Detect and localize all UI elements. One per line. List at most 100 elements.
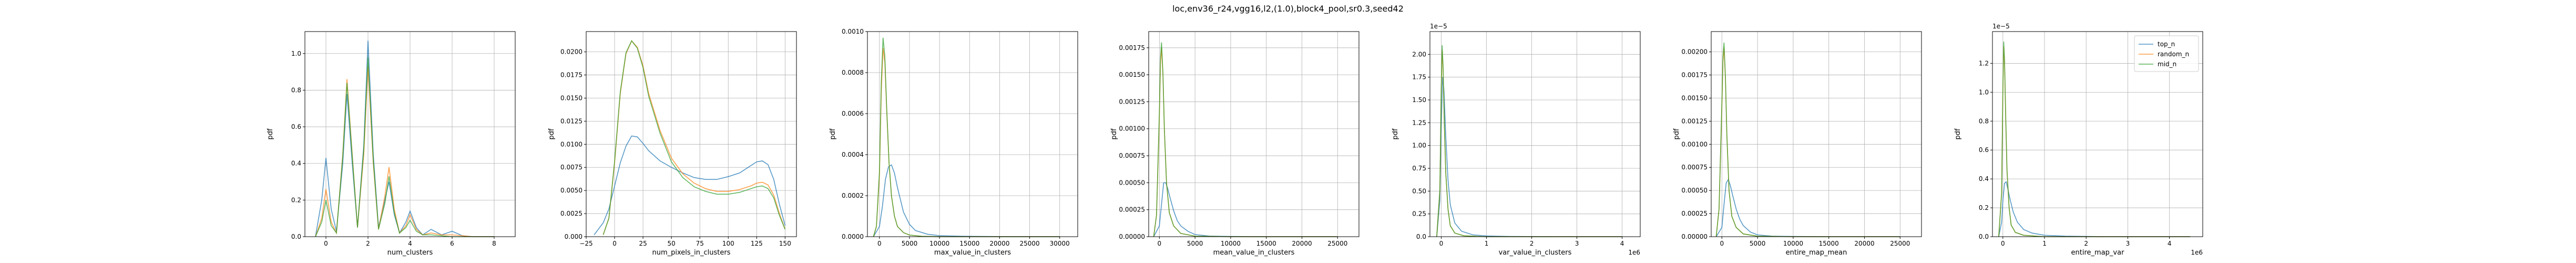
y-tick-label: 0.50 — [1412, 187, 1426, 195]
x-tick-label: 5000 — [1187, 240, 1203, 247]
y-tick-label: 1.50 — [1412, 96, 1426, 104]
y-tick-label: 0.0000 — [842, 233, 864, 240]
y-tick-label: 0.0 — [291, 233, 301, 240]
x-tick-label: 1 — [1485, 240, 1489, 247]
y-tick-label: 0.00025 — [1119, 206, 1145, 214]
x-tick-label: 0 — [612, 240, 617, 247]
x-tick-label: 30000 — [1050, 240, 1070, 247]
y-tick-label: 0.0008 — [842, 69, 864, 76]
y-offset-label: 1e−5 — [1430, 23, 1447, 30]
x-tick-label: 3 — [1575, 240, 1579, 247]
x-axis-label: entire_map_mean — [1786, 249, 1847, 257]
y-tick-label: 1.25 — [1412, 119, 1426, 126]
y-tick-label: 1.2 — [1979, 59, 1989, 67]
x-tick-label: 15000 — [1819, 240, 1839, 247]
subplot-2: −25 0 25 50 75 100 125 150 0.000 0.0025 0.0050 0.00… — [548, 31, 797, 257]
y-tick-label: 0.00150 — [1119, 71, 1145, 78]
x-axis-label: num_clusters — [387, 249, 433, 257]
y-tick-label: 1.00 — [1412, 142, 1426, 149]
y-offset-label: 1e−5 — [1992, 23, 2010, 30]
y-axis-label: pdf — [829, 128, 837, 140]
y-tick-label: 0.0150 — [560, 94, 582, 102]
x-tick-label: 20000 — [1292, 240, 1312, 247]
axes-frame — [1429, 31, 1641, 237]
x-axis-label: mean_value_in_clusters — [1213, 249, 1295, 257]
x-tick-label: 5000 — [1750, 240, 1766, 247]
y-tick-label: 0.00050 — [1681, 187, 1708, 194]
y-tick-label: 0.00075 — [1681, 164, 1708, 171]
y-axis-label: pdf — [267, 128, 274, 140]
y-tick-label: 0.00000 — [1119, 233, 1145, 240]
subplot-5: 0 1 2 3 4 0.0 0.25 0.50 0.75 1.00 1.25 1.50 1.75 2.00… — [1392, 23, 1641, 257]
x-offset-label: 1e6 — [2191, 249, 2203, 256]
legend-box — [2134, 35, 2199, 72]
series-line-mid-n — [1153, 42, 1338, 237]
y-tick-label: 0.0125 — [560, 117, 582, 125]
series-line-random-n — [1153, 47, 1338, 237]
axes-frame — [1711, 31, 1922, 237]
x-tick-label: 15000 — [1256, 240, 1276, 247]
y-tick-label: 0.000 — [565, 233, 582, 240]
y-tick-label: 0.8 — [1979, 117, 1989, 125]
x-tick-label: 25000 — [1019, 240, 1039, 247]
x-tick-label: 1 — [2042, 240, 2047, 247]
x-tick-label: 2 — [1530, 240, 1534, 247]
x-tick-label: 4 — [408, 240, 412, 247]
series-line-top-n — [594, 135, 786, 235]
series-line-random-n — [1436, 49, 1622, 237]
x-tick-label: 25 — [639, 240, 647, 247]
x-tick-label: 4 — [2168, 240, 2172, 247]
x-tick-label: 8 — [492, 240, 496, 247]
x-tick-label: 20000 — [1854, 240, 1874, 247]
y-axis-label: pdf — [1954, 128, 1962, 140]
subplot-4: 0 5000 10000 15000 20000 25000 0.00000 0.00025 0… — [1110, 31, 1359, 257]
y-tick-label: 0.0010 — [842, 28, 864, 35]
x-tick-label: 25000 — [1890, 240, 1910, 247]
y-tick-label: 0.0004 — [842, 151, 864, 158]
x-tick-label: 0 — [2001, 240, 2005, 247]
legend-label: top_n — [2158, 41, 2175, 48]
y-tick-label: 0.00100 — [1119, 125, 1145, 133]
y-tick-label: 0.2 — [291, 196, 301, 204]
axes-frame — [586, 31, 797, 237]
subplot-1: 0 2 4 6 8 0.0 0.2 0.4 0.6 0.8 1.0 num_clusters pdf — [267, 31, 516, 257]
x-tick-label: −25 — [579, 240, 592, 247]
x-axis-label: num_pixels_in_clusters — [652, 249, 730, 257]
x-tick-label: 10000 — [1221, 240, 1241, 247]
y-tick-label: 0.4 — [291, 160, 301, 167]
series-line-mid-n — [1715, 43, 1900, 237]
series-line-random-n — [873, 48, 1060, 237]
x-tick-label: 2 — [2084, 240, 2088, 247]
x-tick-label: 25000 — [1327, 240, 1347, 247]
x-offset-label: 1e6 — [1628, 249, 1640, 256]
axes-frame — [867, 31, 1078, 237]
y-tick-label: 1.0 — [1979, 88, 1989, 96]
legend-label: random_n — [2158, 50, 2189, 58]
y-axis-label: pdf — [548, 128, 556, 140]
y-tick-label: 0.00200 — [1681, 48, 1708, 56]
y-tick-label: 0.0 — [1979, 233, 1989, 240]
y-tick-label: 0.6 — [1979, 146, 1989, 154]
y-tick-label: 0.00125 — [1681, 117, 1708, 125]
series-line-top-n — [315, 41, 494, 237]
y-tick-label: 0.00175 — [1681, 72, 1708, 79]
x-tick-label: 0 — [1439, 240, 1444, 247]
x-tick-label: 75 — [696, 240, 704, 247]
subplot-grid: 0 2 4 6 80.00.20.40.60.81.0num_clusterspdf−2… — [267, 23, 2203, 257]
y-tick-label: 0.0006 — [842, 110, 864, 117]
x-tick-label: 20000 — [989, 240, 1009, 247]
y-tick-label: 0.0002 — [842, 192, 864, 199]
x-tick-label: 0 — [877, 240, 882, 247]
series-line-top-n — [1998, 181, 2191, 237]
y-tick-label: 0.8 — [291, 86, 301, 94]
y-tick-label: 0.0025 — [560, 210, 582, 217]
series-line-mid-n — [873, 37, 1060, 237]
y-axis-label: pdf — [1673, 128, 1681, 140]
figure-suptitle: loc,env36_r24,vgg16,l2,(1.0),block4_pool… — [1172, 4, 1404, 14]
x-tick-label: 4 — [1620, 240, 1624, 247]
x-tick-label: 0 — [1720, 240, 1724, 247]
series-line-random-n — [1998, 46, 2191, 237]
x-axis-label: entire_map_var — [2071, 249, 2125, 257]
series-line-random-n — [315, 66, 494, 237]
y-tick-label: 0.0100 — [560, 140, 582, 148]
